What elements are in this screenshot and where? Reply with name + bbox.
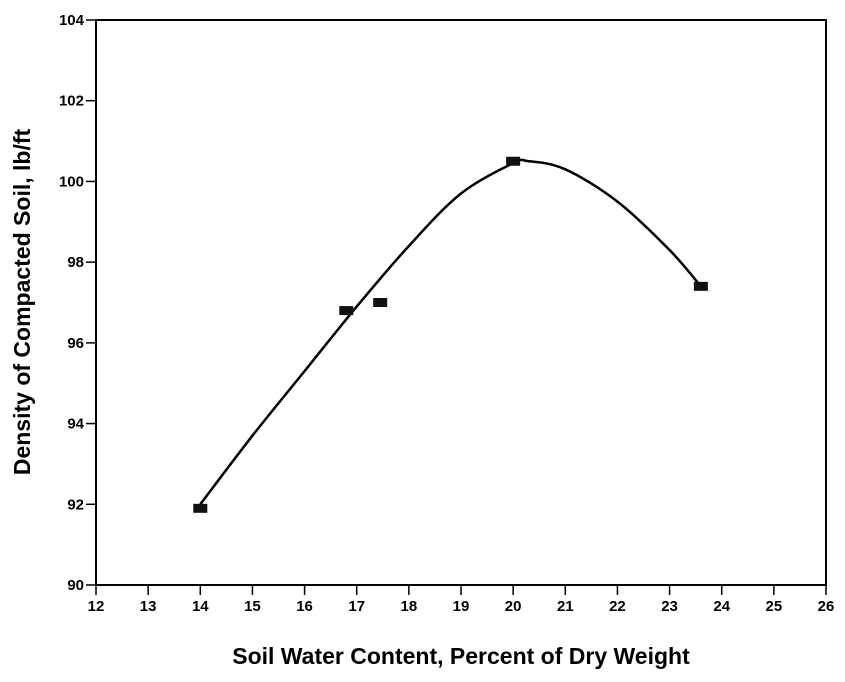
y-tick-label: 98 [67, 254, 84, 271]
y-tick-label: 92 [67, 496, 84, 513]
data-point [373, 298, 388, 307]
x-tick-label: 17 [348, 598, 365, 615]
y-tick-label: 100 [59, 173, 84, 190]
x-tick-label: 20 [505, 598, 522, 615]
x-tick-label: 23 [661, 598, 678, 615]
data-point [506, 156, 521, 166]
y-tick-label: 96 [67, 335, 84, 352]
data-point [193, 503, 208, 513]
x-tick-label: 15 [244, 598, 261, 615]
x-tick-label: 16 [296, 598, 313, 615]
y-axis-title: Density of Compacted Soil, lb/ft [9, 129, 35, 476]
x-axis-title: Soil Water Content, Percent of Dry Weigh… [232, 643, 690, 669]
x-tick-label: 12 [88, 598, 105, 615]
data-point [339, 306, 354, 316]
x-tick-label: 19 [453, 598, 470, 615]
y-tick-label: 104 [59, 12, 85, 29]
x-tick-label: 18 [401, 598, 418, 615]
y-tick-label: 90 [67, 577, 84, 594]
x-tick-label: 14 [192, 598, 209, 615]
data-point [693, 281, 708, 291]
x-tick-label: 24 [713, 598, 730, 615]
x-tick-label: 13 [140, 598, 157, 615]
x-tick-label: 21 [557, 598, 574, 615]
x-tick-label: 26 [818, 598, 835, 615]
y-tick-label: 102 [59, 93, 84, 110]
x-tick-label: 22 [609, 598, 626, 615]
y-tick-label: 94 [67, 416, 84, 433]
plot-frame [95, 19, 827, 586]
fit-curve [199, 158, 702, 506]
x-tick-label: 25 [766, 598, 783, 615]
